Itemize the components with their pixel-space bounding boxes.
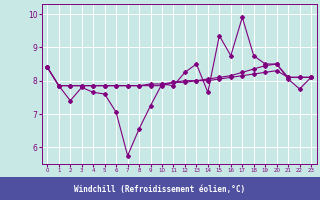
Text: Windchill (Refroidissement éolien,°C): Windchill (Refroidissement éolien,°C) (75, 185, 245, 194)
